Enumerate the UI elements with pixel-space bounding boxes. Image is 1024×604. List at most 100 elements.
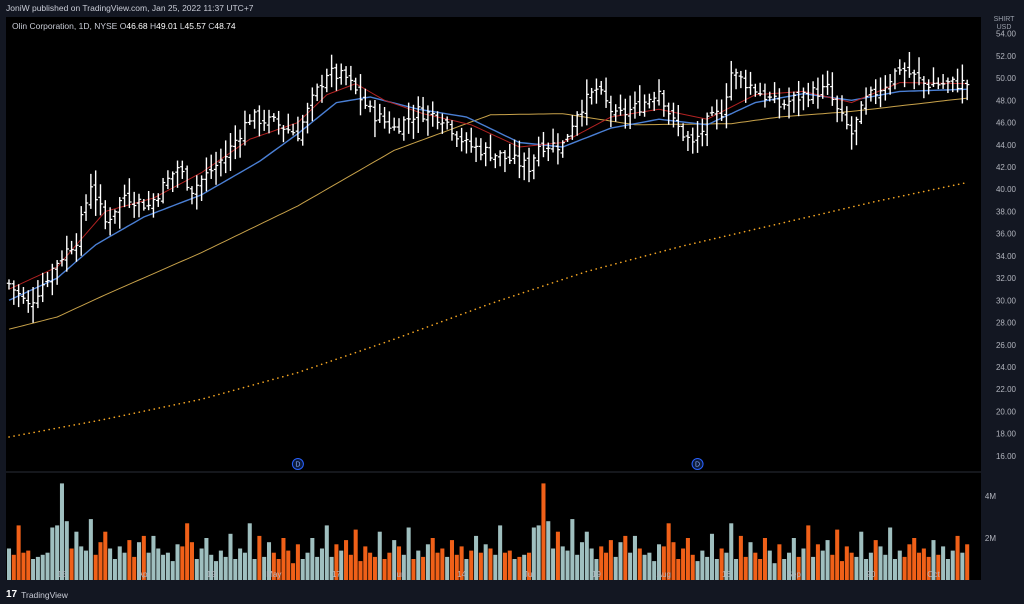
volume-bar (300, 559, 305, 580)
ohlc-bar (295, 116, 301, 142)
volume-bar (6, 548, 12, 580)
ohlc-bar (748, 71, 753, 95)
tradingview-brand[interactable]: 17 TradingView (6, 589, 68, 600)
ohlc-bar (83, 194, 89, 221)
ohlc-bar (950, 76, 955, 93)
volume-bar (637, 548, 642, 580)
volume-bar (421, 556, 426, 580)
volume-bar (50, 527, 55, 580)
ohlc-bar (714, 99, 720, 130)
ohlc-bar (883, 75, 888, 101)
dividend-marker-label: D (295, 462, 300, 469)
sma-long-path (8, 97, 968, 330)
ohlc-bar (690, 127, 695, 154)
ohlc-bar (122, 184, 127, 208)
ohlc-bar (117, 197, 122, 229)
volume-bar (941, 546, 946, 580)
ohlc-bar (695, 121, 700, 153)
ohlc-bar (392, 117, 397, 131)
ohlc-bar (878, 77, 883, 108)
ohlc-bar (488, 134, 493, 162)
volume-bar (64, 521, 69, 580)
ohlc-bar (801, 87, 806, 111)
volume-bar (931, 540, 936, 580)
ohlc-bar (141, 198, 147, 211)
ohlc-bar (676, 105, 681, 137)
volume-axis-tick: 4M (985, 492, 996, 501)
ohlc-bar (762, 83, 768, 108)
volume-bar (55, 525, 60, 580)
ohlc-bar (897, 59, 902, 75)
ohlc-bar (483, 142, 488, 167)
volume-bar (507, 550, 512, 580)
ohlc-bar (599, 81, 604, 95)
volume-bar (868, 552, 873, 580)
tradingview-logo-icon: 17 (6, 589, 18, 600)
ohlc-bar (6, 279, 12, 290)
ohlc-bar (170, 171, 175, 193)
price-axis-tick: 32.00 (996, 274, 1017, 283)
price-axis-tick: 18.00 (996, 430, 1017, 439)
ohlc-bar (493, 153, 498, 169)
volume-bar (165, 552, 170, 580)
volume-bar (35, 556, 40, 580)
legend-open-value: 46.68 (126, 21, 148, 31)
volume-bar (892, 559, 897, 580)
ohlc-bar (281, 125, 286, 143)
ohlc-bar (16, 284, 21, 308)
volume-bar (945, 559, 950, 580)
ohlc-bar (469, 127, 474, 153)
volume-bar (589, 548, 594, 580)
ohlc-bar (685, 130, 691, 152)
volume-bar (570, 519, 575, 580)
ohlc-bar (536, 136, 541, 167)
ohlc-bar (560, 140, 565, 158)
volume-bar (209, 554, 214, 580)
volume-bar (411, 559, 416, 580)
ema-mid-path (8, 88, 968, 301)
volume-bar (214, 561, 219, 580)
legend-close-value: 48.74 (214, 21, 236, 31)
chart-legend: Olin Corporation, 1D, NYSE O46.68 H49.01… (12, 21, 236, 31)
volume-bar (632, 535, 637, 580)
volume-bar (666, 523, 671, 580)
volume-bar (180, 546, 185, 580)
ohlc-bar (912, 69, 917, 90)
ohlc-bar (165, 170, 171, 190)
volume-bar (329, 556, 334, 580)
ohlc-bar (945, 77, 951, 94)
ohlc-bar (204, 157, 209, 192)
ohlc-bar (574, 111, 580, 136)
ohlc-bar (844, 106, 850, 130)
volume-bar (613, 556, 618, 580)
ohlc-bar (791, 91, 797, 113)
ohlc-bar (363, 88, 368, 109)
ohlc-bar (902, 62, 907, 88)
volume-bar (965, 544, 970, 580)
ohlc-bar (189, 186, 195, 205)
ohlc-bar (546, 142, 551, 162)
volume-bar (729, 523, 734, 580)
dividend-marker-circle (691, 458, 704, 470)
ohlc-bar (377, 103, 382, 123)
price-axis-tick: 46.00 (996, 119, 1017, 128)
volume-bar (820, 550, 825, 580)
ohlc-bar (180, 160, 185, 179)
ohlc-bar (194, 175, 199, 210)
volume-bar (854, 556, 859, 580)
ohlc-bar (868, 86, 874, 102)
volume-bar (445, 556, 450, 580)
volume-bar (714, 559, 719, 580)
ohlc-bar (729, 60, 734, 101)
volume-bar (416, 550, 421, 580)
price-axis-tick: 20.00 (996, 407, 1017, 416)
ohlc-bar (430, 101, 435, 127)
price-axis-tick: 28.00 (996, 319, 1017, 328)
ohlc-bar (892, 68, 898, 90)
volume-bar (734, 559, 739, 580)
volume-bar (11, 554, 16, 580)
ohlc-bar (353, 77, 358, 95)
